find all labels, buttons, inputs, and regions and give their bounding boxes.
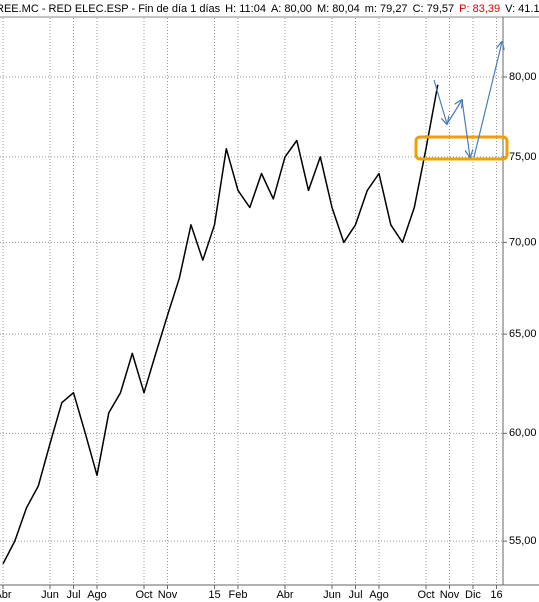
x-tick-label: Dic: [465, 589, 481, 601]
header-field: m: 79,27: [365, 3, 408, 15]
x-tick-label: Abr: [0, 589, 12, 601]
arrow: [473, 42, 502, 158]
x-tick-label: Jul: [348, 589, 362, 601]
x-tick-label: 16: [490, 589, 502, 601]
header-field: C: 79,57: [413, 3, 455, 15]
price-line: [2, 84, 439, 565]
arrow: [433, 79, 447, 124]
arrow: [446, 100, 462, 125]
x-tick-label: Jun: [323, 589, 341, 601]
y-tick-label: 55,00: [509, 535, 537, 547]
header-field: V: 41.144: [505, 3, 539, 15]
y-tick-label: 65,00: [509, 328, 537, 340]
header-field: P: 83,39: [459, 3, 500, 15]
y-tick-label: 60,00: [509, 427, 537, 439]
x-tick-label: Nov: [440, 589, 460, 601]
arrow: [461, 99, 470, 157]
header-title: REE.MC - RED ELEC.ESP - Fin de día 1 día…: [0, 3, 221, 15]
header-field: M: 80,04: [317, 3, 360, 15]
y-tick-label: 70,00: [509, 236, 537, 248]
target-zone: [414, 135, 509, 161]
x-tick-label: Oct: [135, 589, 152, 601]
x-tick-label: Abr: [276, 589, 293, 601]
annotations: [414, 42, 509, 161]
x-tick-label: 15: [208, 589, 220, 601]
x-tick-label: Ago: [87, 589, 107, 601]
x-tick-label: Ago: [369, 589, 389, 601]
y-tick-label: 80,00: [509, 71, 537, 83]
header: REE.MC - RED ELEC.ESP - Fin de día 1 día…: [0, 3, 539, 15]
x-tick-label: Jul: [66, 589, 80, 601]
x-tick-label: Jun: [41, 589, 59, 601]
x-tick-label: Feb: [229, 589, 248, 601]
x-tick-label: Oct: [417, 589, 434, 601]
header-field: H: 11:04: [225, 3, 266, 15]
y-tick-label: 75,00: [509, 151, 537, 163]
header-field: A: 80,00: [271, 3, 312, 15]
x-tick-label: Nov: [158, 589, 178, 601]
